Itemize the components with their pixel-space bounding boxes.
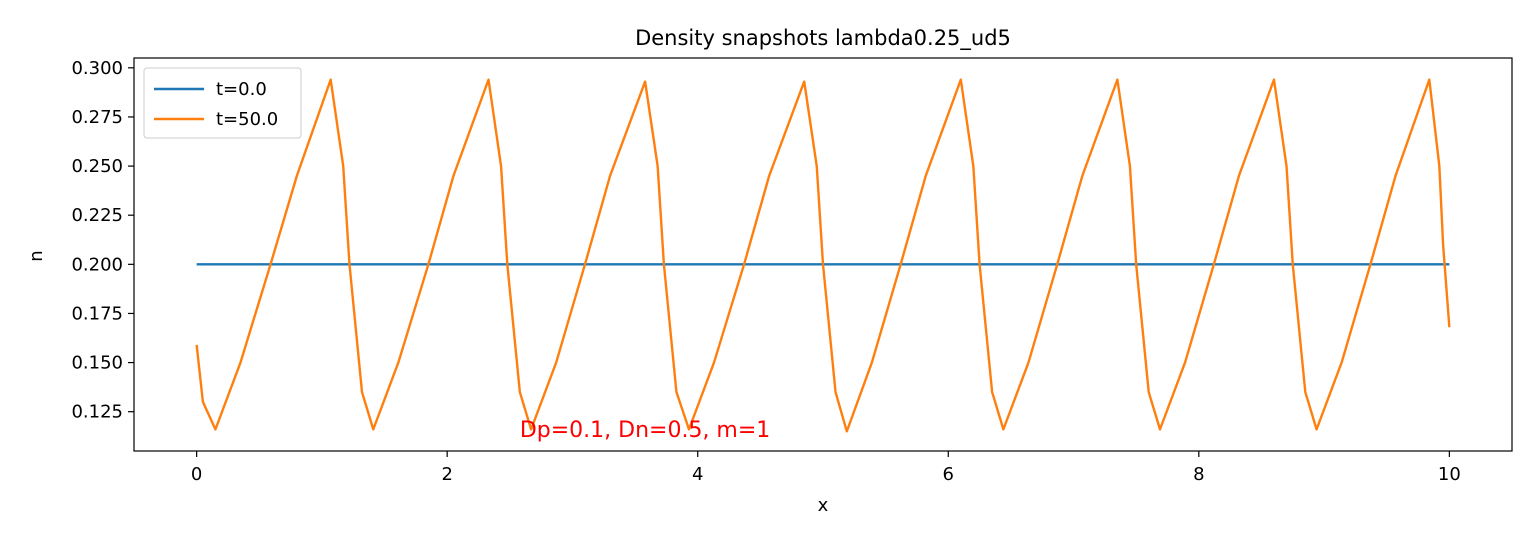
legend: t=0.0 t=50.0 [143, 67, 302, 139]
x-tick-label: 4 [692, 464, 703, 485]
series-line-1 [195, 78, 1451, 433]
y-tick-label: 0.300 [71, 58, 123, 79]
x-tick-label: 10 [1438, 464, 1461, 485]
parameter-annotation: Dp=0.1, Dn=0.5, m=1 [520, 418, 770, 443]
y-axis-label: n [26, 250, 47, 261]
chart-title: Density snapshots lambda0.25_ud5 [635, 26, 1011, 51]
y-tick-label: 0.275 [71, 107, 123, 128]
x-axis-label: x [818, 495, 829, 516]
y-tick-label: 0.125 [71, 402, 123, 423]
legend-box [143, 67, 302, 139]
x-tick-label: 6 [943, 464, 954, 485]
x-tick-label: 0 [191, 464, 202, 485]
legend-label-t0: t=0.0 [216, 79, 267, 100]
legend-label-t50: t=50.0 [216, 109, 278, 130]
y-tick-label: 0.250 [71, 156, 123, 177]
x-tick-label: 2 [441, 464, 452, 485]
x-tick-label: 8 [1193, 464, 1204, 485]
x-axis-ticks: 0 2 4 6 8 10 [191, 451, 1461, 485]
y-tick-label: 0.225 [71, 205, 123, 226]
y-tick-label: 0.150 [71, 353, 123, 374]
plot-lines [195, 78, 1451, 433]
plot-frame [133, 57, 1513, 452]
y-axis-ticks: 0.125 0.150 0.175 0.200 0.225 0.250 0.275 0.300 [71, 58, 134, 423]
y-tick-label: 0.200 [71, 254, 123, 275]
y-tick-label: 0.175 [71, 303, 123, 324]
